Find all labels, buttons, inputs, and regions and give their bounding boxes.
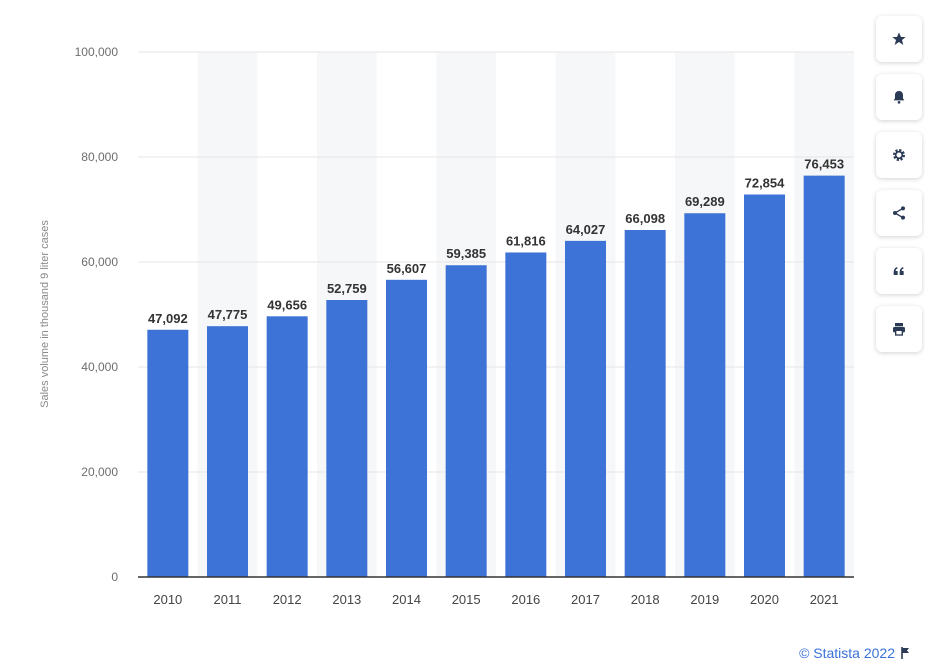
y-tick-label: 20,000: [81, 465, 118, 479]
print-icon: [893, 323, 905, 336]
bar-2016[interactable]: [505, 252, 547, 577]
x-tick-label: 2014: [392, 592, 421, 607]
print-button[interactable]: [876, 306, 922, 352]
data-label: 59,385: [446, 246, 486, 261]
cite-button[interactable]: [876, 248, 922, 294]
x-tick-label: 2017: [571, 592, 600, 607]
data-label: 69,289: [685, 194, 725, 209]
x-tick-label: 2020: [750, 592, 779, 607]
bar-2010[interactable]: [147, 329, 189, 577]
favorite-button[interactable]: [876, 16, 922, 62]
x-tick-label: 2018: [631, 592, 660, 607]
data-label: 76,453: [804, 157, 844, 172]
y-tick-label: 60,000: [81, 255, 118, 269]
star-icon: [892, 32, 906, 45]
y-tick-label: 0: [111, 570, 118, 584]
data-label: 66,098: [625, 211, 665, 226]
bar-2019[interactable]: [684, 213, 726, 577]
gear-icon: [893, 149, 905, 161]
quote-icon: [893, 267, 904, 275]
y-tick-label: 100,000: [75, 45, 119, 59]
x-tick-label: 2011: [214, 592, 242, 607]
bar-2017[interactable]: [565, 240, 606, 577]
data-label: 56,607: [387, 261, 427, 276]
gridlines: [138, 51, 854, 473]
notification-button[interactable]: [876, 74, 922, 120]
bar-2015[interactable]: [445, 265, 487, 577]
flag-icon[interactable]: [901, 647, 911, 659]
share-button[interactable]: [876, 190, 922, 236]
x-tick-label: 2021: [810, 592, 839, 607]
data-labels: 47,092 47,775 49,656 52,759 56,607 59,385 61,8…: [148, 157, 844, 326]
y-axis-label: Sales volume in thousand 9 liter cases: [39, 220, 51, 408]
bar-2020[interactable]: [744, 194, 785, 578]
sidebar-toolbar: [876, 16, 924, 364]
data-label: 52,759: [327, 281, 367, 296]
y-tick-label: 80,000: [81, 150, 118, 164]
bar-2018[interactable]: [624, 229, 666, 577]
x-tick-label: 2015: [452, 592, 481, 607]
settings-button[interactable]: [876, 132, 922, 178]
bell-icon: [893, 91, 905, 104]
x-tick-label: 2016: [511, 592, 540, 607]
data-label: 47,775: [208, 307, 248, 322]
x-tick-label: 2012: [273, 592, 302, 607]
bar-2021[interactable]: [803, 175, 845, 577]
bar-2012[interactable]: [266, 316, 308, 577]
data-label: 72,854: [745, 176, 786, 191]
bar-2014[interactable]: [386, 279, 427, 577]
x-axis: 2010 2011 2012 2013 2014 2015 2016 2017 2018 2019…: [153, 592, 838, 607]
credit-text[interactable]: © Statista 2022: [799, 645, 895, 661]
data-label: 49,656: [267, 297, 307, 312]
y-tick-label: 40,000: [81, 360, 118, 374]
data-label: 64,027: [566, 222, 606, 237]
bar-2013[interactable]: [326, 300, 368, 577]
x-tick-label: 2013: [332, 592, 361, 607]
data-label: 47,092: [148, 311, 188, 326]
y-axis: 0 20,000 40,000 60,000 80,000 100,000: [75, 45, 119, 584]
data-label: 61,816: [506, 233, 546, 248]
bar-chart: 47,092 47,775 49,656 52,759 56,607 59,385 61,8…: [39, 45, 854, 607]
statista-credit[interactable]: © Statista 2022: [799, 645, 911, 661]
bar-2011[interactable]: [207, 326, 248, 577]
x-tick-label: 2010: [153, 592, 182, 607]
x-tick-label: 2019: [690, 592, 719, 607]
share-icon: [893, 206, 905, 220]
bars: [147, 175, 845, 578]
